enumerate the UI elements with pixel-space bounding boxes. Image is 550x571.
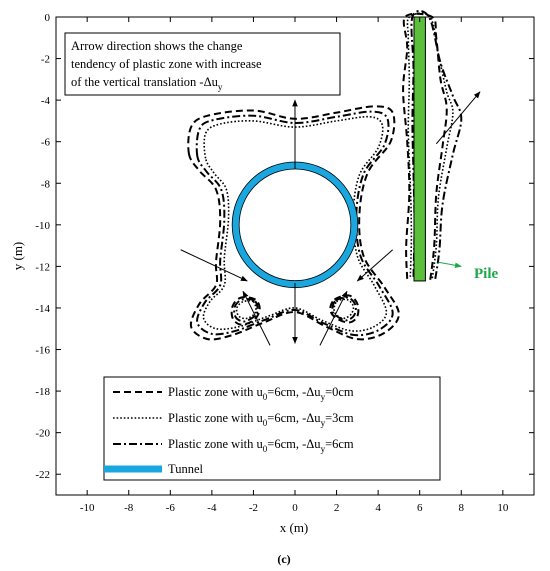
legend-text-part: =6cm, -Δu xyxy=(267,437,321,451)
x-tick-label: -4 xyxy=(207,502,217,514)
x-tick-label: 2 xyxy=(334,502,340,514)
figure-caption: (c) xyxy=(277,552,290,566)
legend-label-tunnel: Tunnel xyxy=(168,462,203,476)
annotation-line-3: of the vertical translation -Δu xyxy=(71,75,219,89)
series-2-island-0 xyxy=(233,298,259,323)
annotation-line-2: tendency of plastic zone with increase xyxy=(71,57,262,71)
tunnel-lining xyxy=(232,161,358,288)
trend-arrow xyxy=(180,249,248,282)
legend-text-part: =0cm xyxy=(325,385,354,399)
y-tick-label: -14 xyxy=(35,303,50,315)
series-1-pile-zone xyxy=(406,12,454,279)
pile-pointer-arrow xyxy=(438,261,462,269)
legend-label-series-2: Plastic zone with u0=6cm, -Δuy=6cm xyxy=(168,437,354,454)
annotation-line-1: Arrow direction shows the change xyxy=(71,39,243,53)
y-tick-label: -10 xyxy=(35,220,50,232)
x-tick-label: -10 xyxy=(80,502,95,514)
trend-arrow xyxy=(356,249,394,282)
legend: Plastic zone with u0=6cm, -Δuy=0cmPlasti… xyxy=(103,376,441,481)
annotation-line-3-wrap: of the vertical translation -Δuy xyxy=(71,75,223,92)
tunnel-inner-edge xyxy=(238,168,352,282)
series-2-pile-zone xyxy=(410,9,463,280)
x-tick-label: 0 xyxy=(292,502,298,514)
series-0-island-1 xyxy=(329,294,360,324)
y-axis-label: y (m) xyxy=(10,242,25,271)
x-tick-label: -8 xyxy=(124,502,134,514)
x-tick-label: -6 xyxy=(166,502,176,514)
series-2 xyxy=(195,9,463,337)
series-0-island-0 xyxy=(230,296,261,326)
series-1-island-0 xyxy=(235,299,257,320)
trend-arrow xyxy=(242,290,271,346)
legend-text-part: Plastic zone with u xyxy=(168,437,264,451)
y-tick-label: -20 xyxy=(35,428,50,440)
x-tick-label: 10 xyxy=(497,502,509,514)
y-tick-label: -12 xyxy=(35,261,50,273)
y-tick-label: -22 xyxy=(35,469,50,481)
legend-subscript: 0 xyxy=(263,444,268,454)
x-tick-label: 4 xyxy=(375,502,381,514)
series-0-outline xyxy=(187,105,400,341)
y-tick-label: -6 xyxy=(41,137,51,149)
x-tick-label: 8 xyxy=(459,502,465,514)
legend-text-part: Plastic zone with u xyxy=(168,385,264,399)
y-tick-label: -8 xyxy=(41,178,51,190)
legend-subscript: y xyxy=(321,392,326,402)
annotation-box xyxy=(64,32,341,96)
legend-subscript: y xyxy=(321,444,326,454)
y-tick-label: -16 xyxy=(35,345,50,357)
trend-arrow xyxy=(319,290,348,346)
legend-text-part: =6cm, -Δu xyxy=(267,385,321,399)
annotation-subscript: y xyxy=(218,82,223,92)
annotation-note: Arrow direction shows the change tendenc… xyxy=(64,32,341,96)
legend-box xyxy=(103,376,441,481)
legend-subscript: 0 xyxy=(263,418,268,428)
x-tick-label: -2 xyxy=(249,502,258,514)
y-tick-label: 0 xyxy=(45,12,51,24)
x-axis-ticks: -10 -8 -6 -4 -2 0 2 4 6 8 10 xyxy=(80,17,509,514)
legend-label-series-0: Plastic zone with u0=6cm, -Δuy=0cm xyxy=(168,385,354,402)
legend-text-part: =3cm xyxy=(325,411,354,425)
y-axis-ticks: 0 -2 -4 -6 -8 -10 -12 -14 -16 -18 -20 -22 xyxy=(35,12,534,481)
pile-bar xyxy=(413,16,426,282)
pile-label: Pile xyxy=(474,266,498,282)
y-tick-label: -2 xyxy=(41,54,50,66)
series-2-island-1 xyxy=(331,296,357,322)
y-tick-label: -18 xyxy=(35,386,50,398)
x-axis-label: x (m) xyxy=(280,520,309,535)
series-1 xyxy=(202,12,454,332)
series-1-island-1 xyxy=(333,298,355,320)
series-2-outline xyxy=(195,110,394,337)
y-tick-label: -4 xyxy=(41,95,51,107)
legend-text-part: Plastic zone with u xyxy=(168,411,264,425)
legend-text-part: =6cm, -Δu xyxy=(267,411,321,425)
legend-subscript: y xyxy=(321,418,326,428)
legend-label-series-1: Plastic zone with u0=6cm, -Δuy=3cm xyxy=(168,411,354,428)
legend-subscript: 0 xyxy=(263,392,268,402)
series-1-outline xyxy=(202,115,388,332)
x-tick-label: 6 xyxy=(417,502,423,514)
legend-entries: Plastic zone with u0=6cm, -Δuy=0cmPlasti… xyxy=(168,385,354,454)
trend-arrow xyxy=(435,91,481,145)
legend-text-part: =6cm xyxy=(325,437,354,451)
